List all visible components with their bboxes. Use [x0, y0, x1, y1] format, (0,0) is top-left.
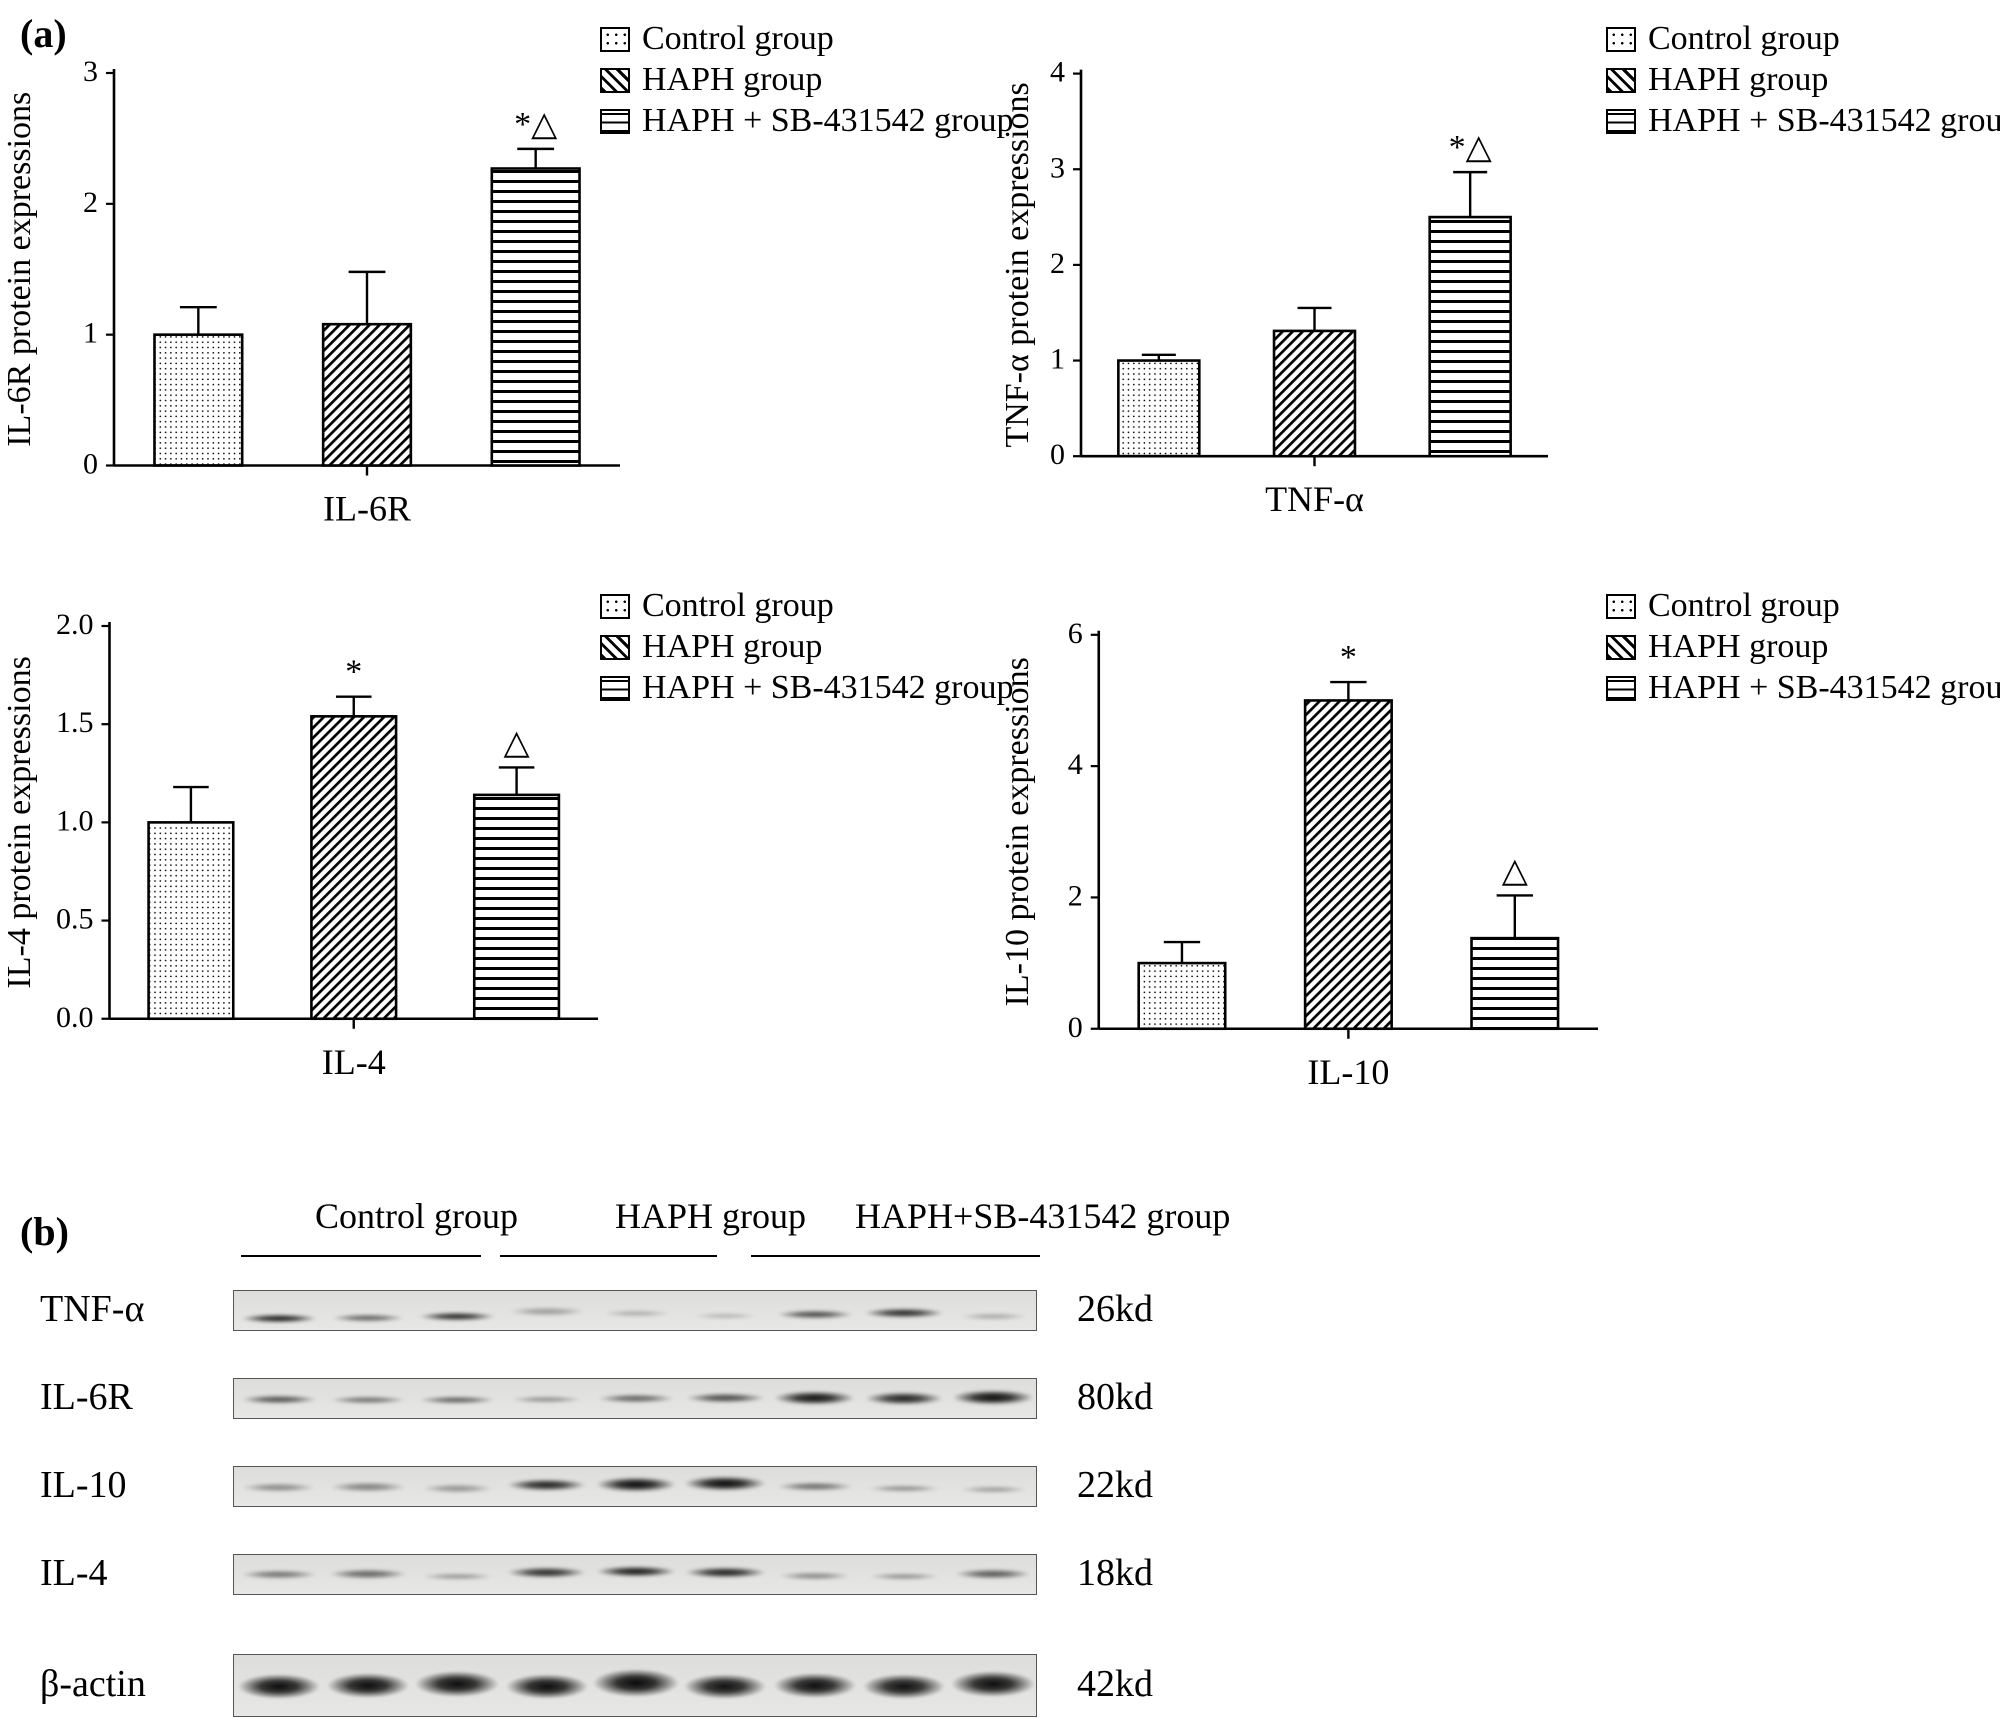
- svg-text:*: *: [345, 654, 362, 691]
- svg-text:*: *: [1340, 639, 1357, 676]
- svg-text:0.5: 0.5: [56, 903, 94, 936]
- svg-text:*△: *△: [1449, 129, 1493, 166]
- svg-text:△: △: [1502, 852, 1529, 889]
- svg-text:0.0: 0.0: [56, 1001, 94, 1034]
- svg-text:1.5: 1.5: [56, 706, 94, 739]
- svg-text:IL-10: IL-10: [1307, 1052, 1389, 1087]
- svg-text:TNF-α: TNF-α: [1265, 479, 1364, 519]
- svg-text:IL-4 protein expressions: IL-4 protein expressions: [1, 656, 38, 988]
- svg-text:0: 0: [1068, 1011, 1083, 1044]
- svg-text:3: 3: [83, 60, 98, 88]
- svg-text:3: 3: [1050, 151, 1065, 184]
- svg-text:2: 2: [1068, 879, 1083, 912]
- svg-text:*△: *△: [514, 106, 558, 143]
- svg-text:4: 4: [1068, 748, 1083, 781]
- svg-text:△: △: [504, 724, 531, 761]
- svg-text:6: 6: [1068, 617, 1083, 650]
- svg-text:4: 4: [1050, 60, 1065, 89]
- svg-text:IL-10 protein expressions: IL-10 protein expressions: [1000, 657, 1036, 1006]
- svg-text:2: 2: [83, 186, 98, 219]
- svg-text:1.0: 1.0: [56, 804, 94, 837]
- svg-text:2.0: 2.0: [56, 608, 94, 641]
- svg-text:2: 2: [1050, 247, 1065, 280]
- svg-text:IL-4: IL-4: [322, 1042, 386, 1082]
- svg-text:IL-6R: IL-6R: [323, 489, 411, 529]
- svg-text:0: 0: [1050, 438, 1065, 471]
- svg-text:0: 0: [83, 448, 98, 481]
- svg-text:IL-6R protein expressions: IL-6R protein expressions: [1, 92, 38, 447]
- svg-text:1: 1: [83, 317, 98, 350]
- svg-text:1: 1: [1050, 343, 1065, 376]
